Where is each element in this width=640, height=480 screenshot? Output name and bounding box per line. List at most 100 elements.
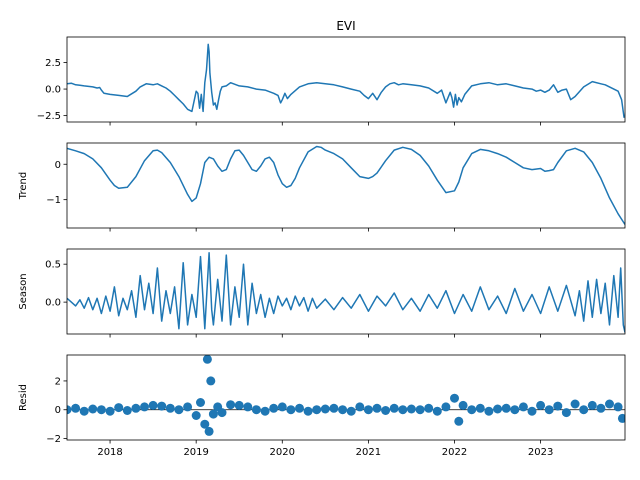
resid-point bbox=[295, 403, 304, 413]
resid-point bbox=[206, 376, 216, 386]
trend-series-line bbox=[67, 145, 625, 225]
season-axes-frame bbox=[66, 248, 626, 335]
resid-point bbox=[191, 411, 201, 420]
xtick-label: 2018 bbox=[97, 447, 122, 458]
xtick-label: 2019 bbox=[183, 447, 208, 458]
season-panel: 0.5 0.0 Season bbox=[18, 248, 626, 338]
resid-point bbox=[605, 399, 614, 409]
resid-point bbox=[208, 409, 218, 419]
observed-series-line bbox=[67, 43, 625, 118]
resid-point bbox=[277, 402, 287, 412]
resid-point bbox=[398, 405, 408, 415]
resid-point bbox=[544, 405, 554, 415]
resid-panel: 2 0 −2 2018 2019 2020 2021 2022 2023 Resid bbox=[18, 354, 626, 458]
resid-point bbox=[570, 399, 580, 409]
resid-point bbox=[536, 400, 546, 410]
trend-axes-frame bbox=[66, 142, 626, 229]
resid-point bbox=[493, 404, 503, 414]
trend-ytick-label: −1 bbox=[46, 195, 61, 206]
resid-point bbox=[148, 400, 158, 410]
resid-point bbox=[561, 408, 571, 418]
resid-point bbox=[579, 405, 589, 415]
observed-panel: 2.5 0.0 −2.5 EVI bbox=[37, 19, 626, 126]
resid-point bbox=[441, 402, 451, 412]
resid-point bbox=[346, 406, 356, 416]
resid-point bbox=[183, 402, 193, 412]
season-ytick-label: 0.5 bbox=[45, 260, 61, 271]
resid-point bbox=[157, 401, 167, 411]
resid-point bbox=[475, 403, 485, 413]
season-ytick-label: 0.0 bbox=[45, 298, 61, 309]
resid-point bbox=[269, 403, 279, 413]
resid-ylabel: Resid bbox=[18, 384, 29, 411]
resid-point bbox=[122, 406, 132, 415]
resid-point bbox=[260, 406, 270, 416]
resid-point bbox=[372, 403, 382, 413]
trend-ytick-label: 0 bbox=[55, 160, 61, 171]
resid-ytick-label: 0 bbox=[55, 405, 61, 416]
trend-ylabel: Trend bbox=[18, 172, 29, 200]
resid-point bbox=[243, 402, 253, 412]
observed-ytick-label: 2.5 bbox=[45, 58, 61, 69]
resid-point bbox=[131, 403, 141, 413]
resid-point bbox=[67, 405, 72, 415]
resid-point bbox=[329, 403, 339, 413]
xtick-label: 2020 bbox=[270, 447, 295, 458]
resid-point bbox=[510, 405, 520, 415]
resid-point bbox=[202, 355, 212, 364]
observed-ytick-label: 0.0 bbox=[45, 85, 61, 96]
resid-point bbox=[200, 419, 210, 429]
resid-ytick-label: 2 bbox=[55, 376, 61, 387]
xtick-label: 2022 bbox=[442, 447, 467, 458]
resid-point bbox=[234, 400, 244, 410]
resid-point bbox=[596, 403, 606, 413]
trend-panel: 0 −1 Trend bbox=[18, 142, 626, 232]
resid-point bbox=[355, 402, 365, 412]
resid-point bbox=[114, 403, 124, 413]
resid-point bbox=[501, 403, 511, 413]
resid-point bbox=[613, 402, 623, 412]
resid-point bbox=[105, 406, 115, 416]
observed-axes-frame bbox=[66, 36, 626, 123]
resid-point bbox=[303, 406, 313, 416]
resid-point bbox=[88, 404, 98, 414]
resid-point bbox=[432, 406, 442, 416]
xtick-label: 2021 bbox=[356, 447, 381, 458]
resid-point bbox=[389, 403, 399, 413]
resid-point bbox=[338, 405, 348, 415]
resid-point bbox=[381, 406, 391, 415]
resid-point bbox=[320, 404, 330, 414]
resid-point bbox=[226, 400, 236, 410]
resid-point bbox=[363, 405, 373, 415]
resid-point bbox=[96, 405, 106, 415]
resid-point bbox=[458, 400, 468, 410]
resid-point bbox=[196, 398, 205, 407]
season-series-line bbox=[67, 252, 625, 333]
resid-point bbox=[617, 413, 625, 423]
resid-point bbox=[174, 405, 184, 415]
resid-point bbox=[71, 403, 81, 413]
resid-axes-frame bbox=[66, 354, 626, 441]
resid-point bbox=[286, 405, 296, 415]
resid-point bbox=[553, 401, 563, 411]
resid-point bbox=[415, 405, 425, 415]
season-ylabel: Season bbox=[18, 273, 29, 309]
resid-point bbox=[251, 405, 261, 415]
resid-point bbox=[527, 406, 537, 416]
chart-title: EVI bbox=[336, 19, 355, 33]
resid-point bbox=[467, 405, 477, 415]
resid-ytick-label: −2 bbox=[46, 434, 61, 445]
resid-point bbox=[406, 404, 416, 414]
resid-point bbox=[79, 406, 89, 416]
resid-point bbox=[518, 402, 528, 412]
resid-point bbox=[140, 402, 149, 412]
xtick-label: 2023 bbox=[528, 447, 553, 458]
resid-point bbox=[454, 416, 464, 426]
resid-point bbox=[312, 405, 322, 415]
resid-point bbox=[587, 400, 597, 410]
resid-point bbox=[204, 426, 214, 436]
resid-point bbox=[165, 403, 175, 413]
resid-point bbox=[217, 408, 227, 418]
resid-point bbox=[424, 403, 434, 413]
